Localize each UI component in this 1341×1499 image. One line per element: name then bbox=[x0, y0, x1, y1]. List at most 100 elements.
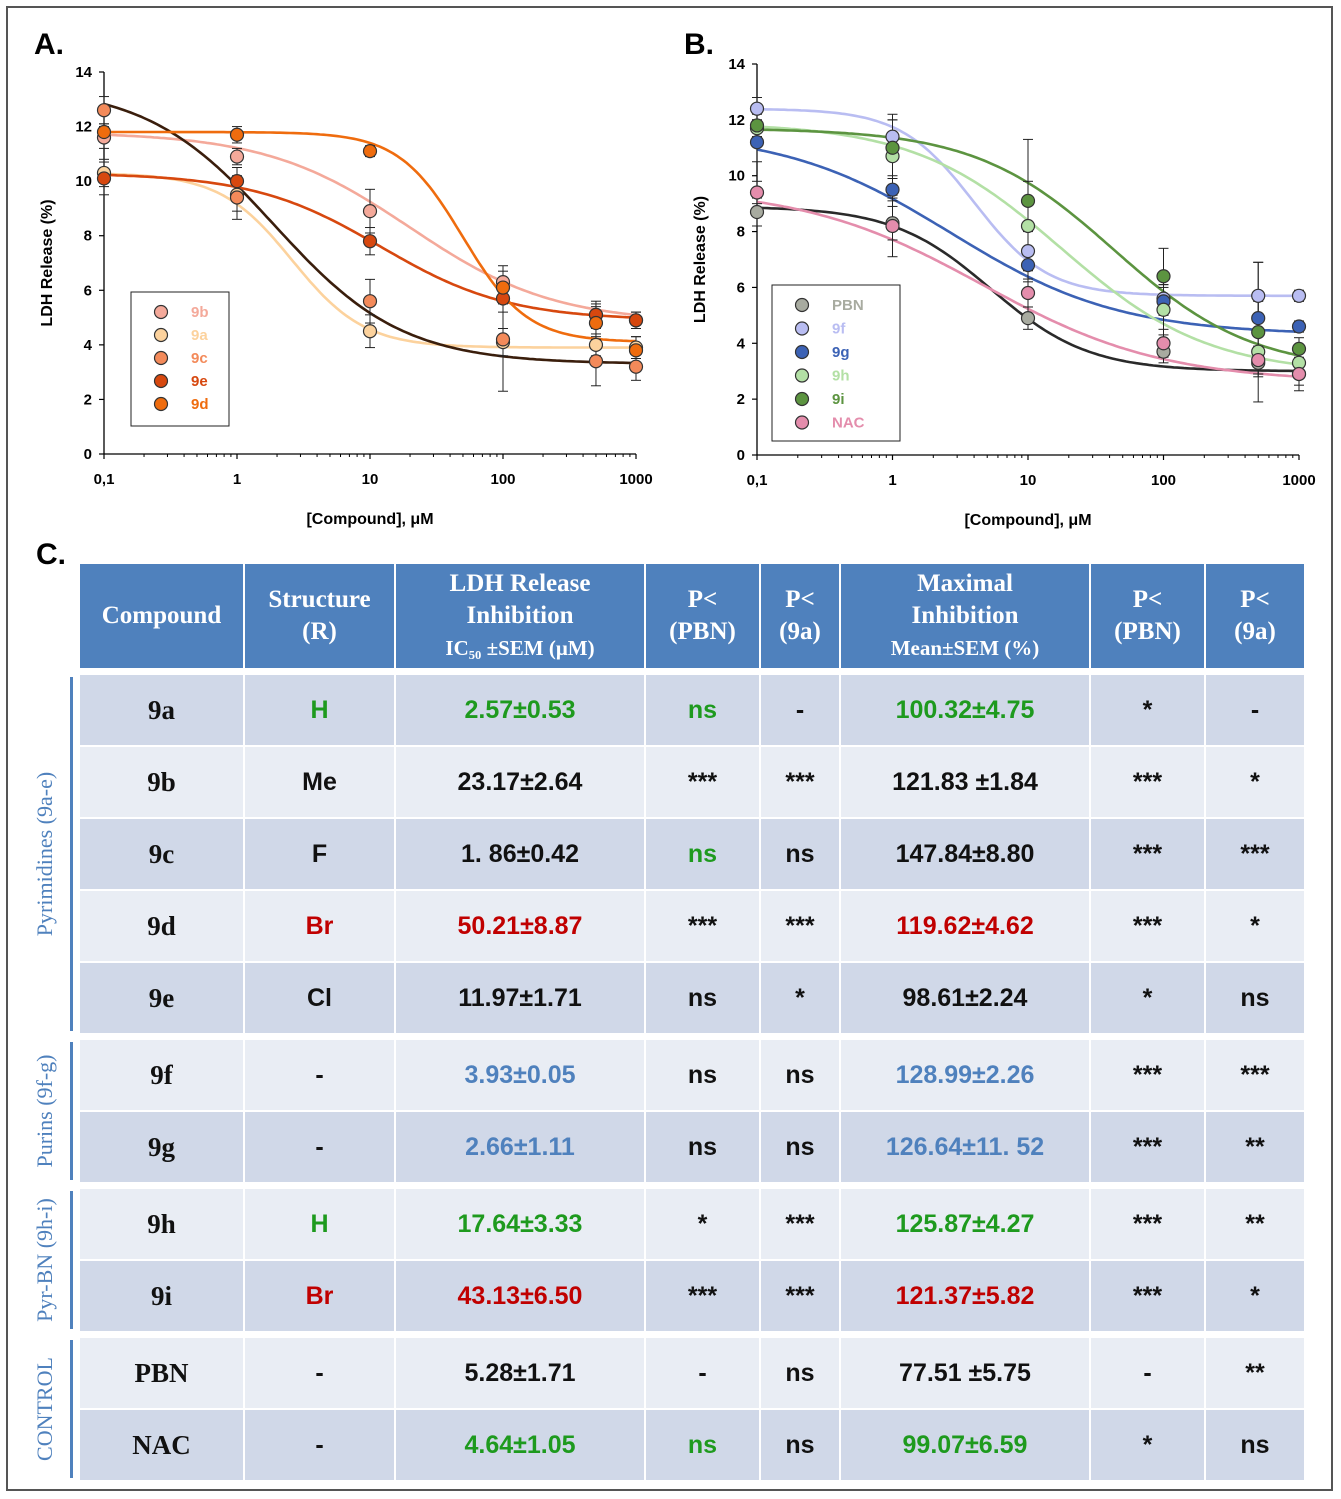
table-row: NAC -4.64±1.05 ns ns 99.07±6.59 * ns bbox=[80, 1410, 1304, 1480]
cell-p-9a: *** bbox=[761, 891, 839, 961]
table-header-text: (9a) bbox=[1234, 618, 1276, 645]
chart-b-legend-label-9g: 9g bbox=[832, 344, 850, 361]
chart-b-point-NAC bbox=[1156, 336, 1171, 351]
table-header-text: (9a) bbox=[779, 618, 821, 645]
cell-ic50: 43.13±6.50 bbox=[396, 1261, 644, 1331]
chart-b-point-9g bbox=[1251, 311, 1266, 326]
chart-a-point-9d bbox=[362, 144, 378, 159]
table-header-cell: LDH Release Inhibition IC₅₀ ±SEM (μM) bbox=[396, 564, 644, 668]
table-row: 9f -3.93±0.05 ns ns 128.99±2.26 *** *** bbox=[80, 1040, 1304, 1110]
chart-b-y-axis-label: LDH Release (%) bbox=[692, 196, 709, 323]
chart-b-y-tick-label: 6 bbox=[737, 279, 745, 296]
chart-a-point-9b bbox=[362, 204, 378, 219]
chart-b-legend-label-9h: 9h bbox=[832, 368, 850, 385]
table-row: 9h H 17.64±3.33 * *** 125.87±4.27 *** ** bbox=[80, 1189, 1304, 1259]
chart-a-point-9e bbox=[628, 313, 644, 328]
group-separator-cell bbox=[80, 1035, 1304, 1038]
cell-structure: F bbox=[245, 819, 394, 889]
table-row: 9c F 1. 86±0.42 ns ns 147.84±8.80 *** *** bbox=[80, 819, 1304, 889]
chart-a-point-9c bbox=[628, 359, 644, 374]
chart-a-point-9d bbox=[628, 343, 644, 358]
cell-structure: - bbox=[245, 1410, 394, 1480]
cell-compound: 9d bbox=[80, 891, 243, 961]
cell-p2-9a: ** bbox=[1206, 1189, 1304, 1259]
cell-compound: PBN bbox=[80, 1338, 243, 1408]
cell-max-inh: 147.84±8.80 bbox=[841, 819, 1089, 889]
group-label: Purins (9f-g) bbox=[32, 1054, 57, 1168]
cell-p2-9a: * bbox=[1206, 747, 1304, 817]
group-label: Pyrimidines (9a-e) bbox=[32, 771, 57, 937]
table-header-text: Compound bbox=[101, 602, 222, 629]
chart-b-x-tick-label: 10 bbox=[1020, 472, 1037, 489]
cell-p-9a: *** bbox=[761, 1261, 839, 1331]
cell-compound: 9b bbox=[80, 747, 243, 817]
chart-b-y-tick-label: 8 bbox=[737, 224, 745, 241]
chart-a-legend-marker-9b bbox=[153, 304, 169, 320]
cell-p-9a: ns bbox=[761, 1112, 839, 1182]
chart-b-point-9i bbox=[1156, 269, 1171, 284]
cell-compound: 9f bbox=[80, 1040, 243, 1110]
table-row: 9d Br 50.21±8.87 *** *** 119.62±4.62 *** * bbox=[80, 891, 1304, 961]
group-bracket bbox=[70, 1042, 73, 1180]
table-header-subtext: Mean±SEM (%) bbox=[890, 636, 1040, 660]
cell-max-inh: 100.32±4.75 bbox=[841, 675, 1089, 745]
cell-structure: - bbox=[245, 1040, 394, 1110]
cell-ic50: 17.64±3.33 bbox=[396, 1189, 644, 1259]
cell-p-9a: ns bbox=[761, 1410, 839, 1480]
cell-ic50: 1. 86±0.42 bbox=[396, 819, 644, 889]
chart-b-legend-label-9f: 9f bbox=[832, 321, 846, 338]
cell-p-pbn: *** bbox=[646, 747, 759, 817]
chart-a-legend-label-9a: 9a bbox=[191, 327, 208, 344]
cell-p-pbn: ns bbox=[646, 1040, 759, 1110]
chart-b-point-9h bbox=[1020, 218, 1036, 234]
chart-a-point-9a bbox=[588, 337, 604, 352]
chart-a-legend-marker-9d bbox=[153, 396, 169, 412]
cell-p2-pbn: * bbox=[1091, 675, 1204, 745]
cell-structure: - bbox=[245, 1112, 394, 1182]
chart-a-legend-label-9d: 9d bbox=[191, 396, 209, 413]
cell-p-9a: ns bbox=[761, 1040, 839, 1110]
cell-ic50: 11.97±1.71 bbox=[396, 963, 644, 1033]
cell-ic50: 2.66±1.11 bbox=[396, 1112, 644, 1182]
chart-a-x-tick-label: 0,1 bbox=[94, 471, 115, 488]
cell-p2-9a: - bbox=[1206, 675, 1304, 745]
chart-a-point-9c bbox=[495, 332, 511, 347]
cell-compound: 9e bbox=[80, 963, 243, 1033]
chart-b-point-9i bbox=[885, 140, 900, 155]
chart-b-y-tick-label: 0 bbox=[737, 447, 745, 464]
cell-ic50: 2.57±0.53 bbox=[396, 675, 644, 745]
chart-a-legend-marker-9e bbox=[153, 373, 169, 389]
cell-compound: NAC bbox=[80, 1410, 243, 1480]
chart-a-point-9e bbox=[362, 234, 378, 249]
chart-a-x-tick-label: 100 bbox=[490, 471, 515, 488]
cell-p2-pbn: * bbox=[1091, 1410, 1204, 1480]
cell-p2-9a: ns bbox=[1206, 963, 1304, 1033]
cell-max-inh: 119.62±4.62 bbox=[841, 891, 1089, 961]
chart-b-legend-marker-9h bbox=[794, 368, 810, 383]
cell-max-inh: 77.51 ±5.75 bbox=[841, 1338, 1089, 1408]
group-separator bbox=[80, 1035, 1304, 1038]
chart-b-point-9f bbox=[1291, 288, 1307, 303]
cell-p2-pbn: * bbox=[1091, 963, 1204, 1033]
table-header-text: (PBN) bbox=[669, 618, 736, 645]
chart-b-point-9i bbox=[749, 118, 765, 133]
chart-b-legend-marker-PBN bbox=[794, 297, 810, 313]
chart-a-y-tick-label: 12 bbox=[75, 119, 92, 136]
chart-b-point-9h bbox=[1156, 302, 1171, 317]
chart-a-point-9e bbox=[96, 171, 112, 186]
chart-b-legend-label-9i: 9i bbox=[832, 391, 845, 408]
cell-max-inh: 121.83 ±1.84 bbox=[841, 747, 1089, 817]
chart-b-point-NAC bbox=[1291, 366, 1307, 382]
cell-p-pbn: ns bbox=[646, 1410, 759, 1480]
chart-b-x-tick-label: 100 bbox=[1151, 472, 1176, 489]
chart-a-x-axis-label: [Compound], μM bbox=[306, 511, 433, 528]
chart-b-x-axis-label: [Compound], μM bbox=[964, 512, 1091, 529]
group-separator-cell bbox=[80, 1333, 1304, 1336]
chart-a-fit-curve-9d bbox=[104, 130, 637, 343]
table-header-cell: P< (9a) bbox=[1206, 564, 1304, 668]
chart-a-y-tick-label: 6 bbox=[84, 282, 92, 299]
cell-p-9a: - bbox=[761, 675, 839, 745]
cell-compound: 9a bbox=[80, 675, 243, 745]
chart-b-point-9f bbox=[1020, 244, 1036, 259]
table-body: 9a H 2.57±0.53 ns -100.32±4.75 * -9b Me 23.17±2.… bbox=[80, 670, 1304, 1480]
